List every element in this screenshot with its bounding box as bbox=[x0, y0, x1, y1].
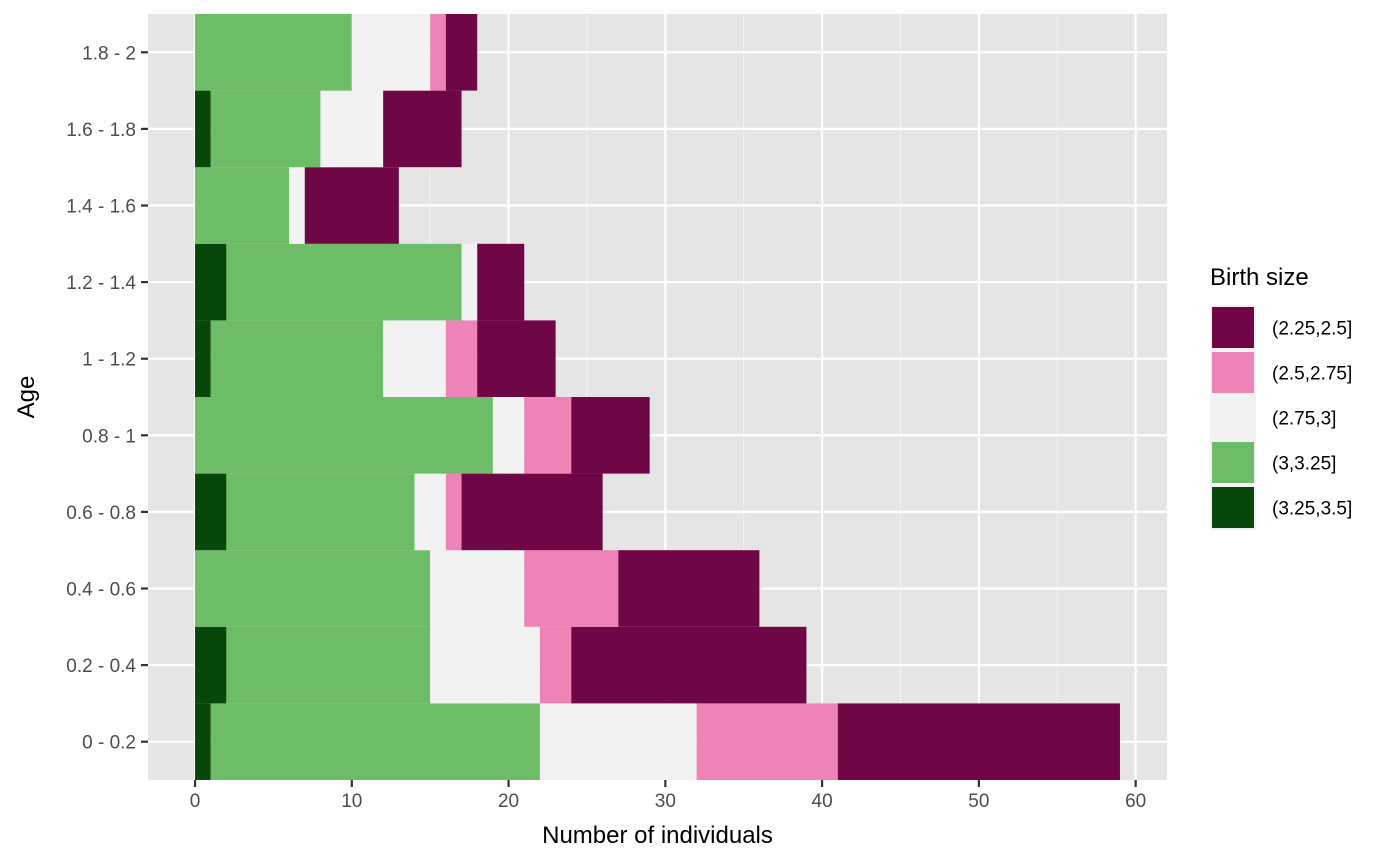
bar-segment bbox=[445, 14, 478, 91]
y-tick-label: 0 - 0.2 bbox=[82, 733, 136, 754]
bar-segment bbox=[226, 243, 462, 321]
bar-segment bbox=[571, 397, 650, 474]
bar-segment bbox=[430, 14, 446, 91]
legend-swatch bbox=[1212, 487, 1254, 528]
bar-segment bbox=[351, 14, 431, 91]
bar-segment bbox=[430, 626, 540, 704]
legend-label: (2.5,2.75] bbox=[1272, 364, 1352, 385]
bar-segment bbox=[195, 320, 211, 397]
bar-segment bbox=[195, 626, 227, 704]
bar-segment bbox=[289, 167, 305, 244]
bar-segment bbox=[524, 550, 619, 627]
bar-segment bbox=[618, 550, 760, 627]
bar-segment bbox=[195, 167, 290, 244]
x-axis-title: Number of individuals bbox=[542, 822, 773, 849]
y-tick-label: 0.2 - 0.4 bbox=[66, 656, 136, 677]
bar-segment bbox=[445, 473, 462, 551]
bar-segment bbox=[430, 550, 525, 627]
x-tick-label: 10 bbox=[341, 791, 362, 812]
y-axis: 0 - 0.2 0.2 - 0.4 0.4 - 0.6 0.6 - 0.8 0.8 - … bbox=[66, 43, 148, 754]
x-tick-label: 30 bbox=[655, 791, 676, 812]
bar-segment bbox=[195, 14, 352, 91]
bar-segment bbox=[195, 397, 493, 474]
bar-segment bbox=[524, 397, 572, 474]
y-axis-title: Age bbox=[13, 376, 40, 419]
legend-label: (2.75,3] bbox=[1272, 409, 1336, 430]
bar-segment bbox=[539, 703, 697, 780]
y-tick-label: 1 - 1.2 bbox=[82, 350, 136, 371]
bar-segment bbox=[383, 90, 462, 168]
y-tick-label: 0.8 - 1 bbox=[82, 426, 136, 447]
legend-label: (3.25,3.5] bbox=[1272, 499, 1352, 520]
legend-swatch bbox=[1212, 352, 1254, 393]
legend-swatch bbox=[1212, 442, 1254, 483]
x-axis: 0 10 20 30 40 50 60 bbox=[190, 780, 1146, 812]
bar-segment bbox=[304, 167, 399, 244]
x-tick-label: 20 bbox=[498, 791, 519, 812]
bar-segment bbox=[210, 320, 384, 397]
bar-segment bbox=[195, 473, 227, 551]
y-tick-label: 1.6 - 1.8 bbox=[66, 120, 136, 141]
bar-segment bbox=[477, 320, 556, 397]
legend-swatch bbox=[1212, 397, 1254, 438]
y-tick-label: 0.4 - 0.6 bbox=[66, 580, 136, 601]
bar-segment bbox=[461, 243, 478, 321]
bar-segment bbox=[195, 550, 431, 627]
bar-segment bbox=[837, 703, 1120, 780]
bar-segment bbox=[477, 243, 525, 321]
bar-segment bbox=[571, 626, 807, 704]
bar-segment bbox=[445, 320, 478, 397]
bar-segment bbox=[414, 473, 446, 551]
y-tick-label: 1.4 - 1.6 bbox=[66, 197, 136, 218]
bar-segment bbox=[195, 243, 227, 321]
bar-segment bbox=[210, 90, 321, 168]
bar-segment bbox=[210, 703, 540, 780]
x-tick-label: 50 bbox=[968, 791, 989, 812]
x-tick-label: 40 bbox=[812, 791, 833, 812]
bar-segment bbox=[195, 703, 211, 780]
x-tick-label: 0 bbox=[190, 791, 201, 812]
legend-title: Birth size bbox=[1210, 264, 1309, 291]
bar-segment bbox=[226, 473, 415, 551]
bar-segment bbox=[195, 90, 211, 168]
bar-segment bbox=[696, 703, 838, 780]
bar-segment bbox=[320, 90, 384, 168]
bar-segment bbox=[383, 320, 446, 397]
y-tick-label: 1.2 - 1.4 bbox=[66, 273, 136, 294]
legend-label: (2.25,2.5] bbox=[1272, 319, 1352, 340]
x-tick-label: 60 bbox=[1125, 791, 1146, 812]
legend-swatch bbox=[1212, 307, 1254, 348]
y-tick-label: 0.6 - 0.8 bbox=[66, 503, 136, 524]
bar-segment bbox=[492, 397, 525, 474]
y-tick-label: 1.8 - 2 bbox=[82, 43, 136, 64]
bar-segment bbox=[461, 473, 603, 551]
legend: Birth size (2.25,2.5] (2.5,2.75] (2.75,3] (… bbox=[1210, 264, 1352, 530]
bar-segment bbox=[539, 626, 572, 704]
bars bbox=[195, 14, 1120, 780]
bar-segment bbox=[226, 626, 431, 704]
legend-label: (3,3.25] bbox=[1272, 454, 1336, 475]
